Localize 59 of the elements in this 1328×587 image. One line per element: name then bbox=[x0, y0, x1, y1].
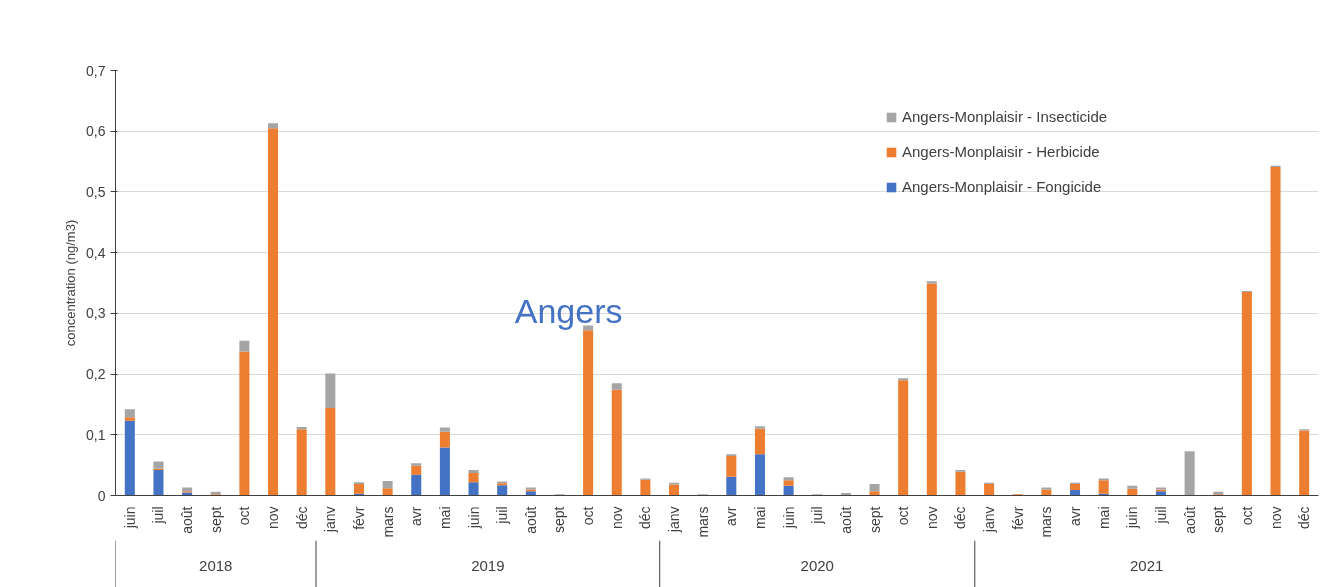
x-tick-label: mars bbox=[1038, 506, 1055, 538]
x-tick-label: août bbox=[179, 506, 196, 534]
x-tick-label: juil bbox=[809, 506, 826, 525]
x-tick-label: nov bbox=[923, 506, 940, 530]
x-tick-label: déc bbox=[1296, 506, 1313, 530]
x-tick-label: mars bbox=[379, 506, 396, 538]
x-tick-label: déc bbox=[952, 506, 969, 530]
legend-label: Angers-Monplaisir - Fongicide bbox=[902, 178, 1102, 195]
x-tick-label: mars bbox=[694, 506, 711, 538]
x-tick-label: nov bbox=[1267, 506, 1284, 530]
text: 2019 bbox=[471, 557, 505, 575]
x-tick-label: janv bbox=[322, 506, 339, 534]
x-tick-label: nov bbox=[265, 506, 282, 530]
x-tick-label: août bbox=[522, 506, 539, 534]
x-tick-label: oct bbox=[236, 506, 253, 526]
x-tick-label: déc bbox=[293, 506, 310, 530]
x-tick-label: avr bbox=[723, 506, 740, 526]
x-tick-label: févr bbox=[350, 506, 367, 530]
x-tick-label: juin bbox=[465, 506, 482, 530]
y-tick-label: 0,7 bbox=[86, 62, 106, 79]
x-tick-label: juil bbox=[150, 506, 167, 525]
x-tick-label: oct bbox=[1238, 506, 1255, 526]
y-tick-label: 0,6 bbox=[86, 123, 106, 140]
y-tick-label: 0,2 bbox=[86, 366, 106, 383]
x-tick-label: mai bbox=[436, 506, 453, 530]
x-tick-label: janv bbox=[981, 506, 998, 534]
y-tick-label: 0,4 bbox=[86, 244, 106, 261]
x-tick-label: avr bbox=[1067, 506, 1084, 526]
y-tick-label: 0 bbox=[97, 487, 106, 504]
text: 2021 bbox=[1129, 557, 1164, 575]
x-tick-label: août bbox=[1181, 506, 1198, 534]
x-tick-label: juin bbox=[1124, 506, 1141, 530]
y-tick-label: 0,5 bbox=[86, 183, 106, 200]
x-tick-label: juin bbox=[121, 506, 138, 530]
x-tick-label: sept bbox=[866, 506, 883, 533]
legend-label: Angers-Monplaisir - Insecticide bbox=[902, 108, 1108, 125]
x-tick-label: juin bbox=[780, 506, 797, 530]
x-tick-label: oct bbox=[895, 506, 912, 526]
x-tick-label: déc bbox=[637, 506, 654, 530]
y-axis-title: concentration (ng/m3) bbox=[63, 219, 79, 347]
y-tick-label: 0,1 bbox=[86, 426, 106, 443]
x-tick-label: sept bbox=[1210, 506, 1227, 533]
x-tick-label: oct bbox=[580, 506, 597, 526]
x-tick-label: sept bbox=[551, 506, 568, 533]
text: Angers bbox=[514, 291, 623, 330]
text: 2018 bbox=[199, 557, 233, 575]
legend-label: Angers-Monplaisir - Herbicide bbox=[902, 143, 1100, 160]
x-tick-label: févr bbox=[1009, 506, 1026, 530]
x-tick-label: mai bbox=[1095, 506, 1112, 530]
x-tick-label: avr bbox=[408, 506, 425, 526]
x-tick-label: janv bbox=[666, 506, 683, 534]
x-tick-label: sept bbox=[207, 506, 224, 533]
text: 2020 bbox=[800, 557, 834, 575]
x-tick-label: mai bbox=[751, 506, 768, 530]
x-tick-label: août bbox=[837, 506, 854, 534]
x-tick-label: juil bbox=[494, 506, 511, 525]
y-tick-label: 0,3 bbox=[86, 305, 106, 322]
x-tick-label: juil bbox=[1152, 506, 1169, 525]
x-tick-label: nov bbox=[608, 506, 625, 530]
